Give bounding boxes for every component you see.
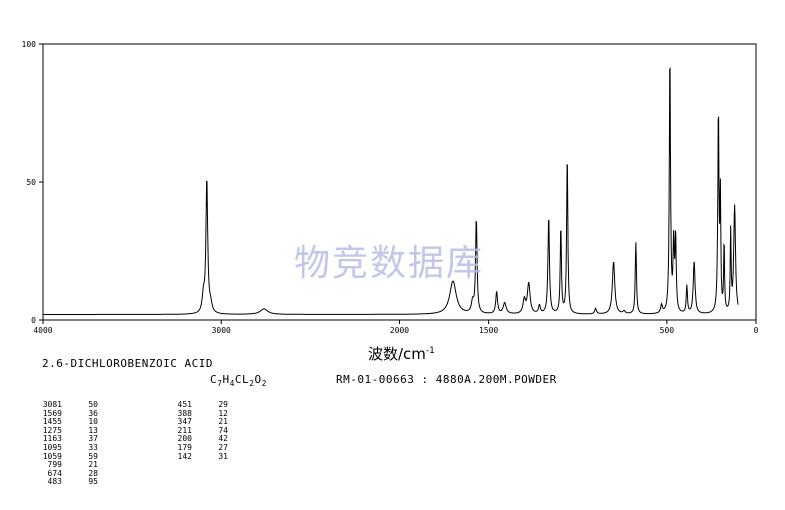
peak-table-row: 1163 37 <box>28 435 98 444</box>
peak-intensity: 13 <box>88 425 98 435</box>
x-tick-label: 500 <box>660 326 675 335</box>
peak-wavenumber: 179 <box>177 442 192 452</box>
peak-intensity: 12 <box>218 408 228 418</box>
molecular-formula: C7H4CL2O2 <box>210 373 267 388</box>
peak-intensity: 10 <box>88 417 98 427</box>
formula-element: CL <box>234 373 250 386</box>
peak-table-row: 1569 36 <box>28 408 98 419</box>
formula-element: C <box>210 373 218 386</box>
formula-subscript: 7 <box>217 379 223 389</box>
peak-table-row: 179 27 <box>158 442 228 453</box>
peak-wavenumber: 388 <box>177 408 192 418</box>
peak-table-row: 1095 33 <box>28 442 98 453</box>
spectrum-info: RM-01-00663 : 4880A.200M.POWDER <box>336 373 557 386</box>
x-tick-label: 4000 <box>33 326 52 335</box>
peak-intensity: 21 <box>88 460 98 470</box>
peak-wavenumber: 451 <box>177 400 192 409</box>
peak-table-row: 388 12 <box>158 408 228 419</box>
peak-table-col2: 451 29 388 12 347 21 211 74 200 42 179 27 142 31 <box>158 400 228 462</box>
peak-table-row: 799 21 <box>28 461 98 470</box>
peak-wavenumber: 1095 <box>42 442 62 452</box>
peak-intensity: 59 <box>88 451 98 461</box>
peak-intensity: 28 <box>88 468 98 478</box>
y-tick-label: 100 <box>22 40 37 49</box>
peak-intensity: 42 <box>218 434 228 444</box>
peak-intensity: 27 <box>218 442 228 452</box>
peak-wavenumber: 142 <box>177 451 192 461</box>
peak-wavenumber: 674 <box>47 468 62 478</box>
y-tick-label: 50 <box>26 178 36 187</box>
peak-intensity: 21 <box>218 417 228 427</box>
peak-table-row: 200 42 <box>158 435 228 444</box>
peak-wavenumber: 799 <box>47 460 62 470</box>
formula-element: O <box>254 373 262 386</box>
compound-name: 2.6-DICHLOROBENZOIC ACID <box>42 357 213 370</box>
peak-wavenumber: 1059 <box>42 451 62 461</box>
peak-table-row: 1059 59 <box>28 451 98 462</box>
peak-table-row: 211 74 <box>158 425 228 436</box>
peak-intensity: 37 <box>88 434 98 444</box>
formula-subscript: 4 <box>229 379 235 389</box>
peak-wavenumber: 1163 <box>42 434 62 444</box>
peak-table-row: 1455 10 <box>28 418 98 427</box>
x-tick-label: 3000 <box>212 326 231 335</box>
formula-element: H <box>222 373 230 386</box>
peak-wavenumber: 3081 <box>42 400 62 409</box>
y-tick-label: 0 <box>31 316 36 325</box>
peak-wavenumber: 1275 <box>42 425 62 435</box>
peak-intensity: 95 <box>88 477 98 487</box>
peak-table-row: 3081 50 <box>28 400 98 410</box>
peak-intensity: 50 <box>88 400 98 409</box>
peak-wavenumber: 200 <box>177 434 192 444</box>
peak-table-row: 347 21 <box>158 418 228 427</box>
watermark-text: 物竞数据库 <box>294 243 485 284</box>
spectrum-series-line <box>43 66 739 315</box>
peak-wavenumber: 483 <box>47 477 62 487</box>
x-axis-label: 波数/cm-1 <box>368 345 435 363</box>
peak-intensity: 31 <box>218 451 228 461</box>
peak-table-row: 1275 13 <box>28 425 98 436</box>
formula-subscript: 2 <box>261 379 267 389</box>
x-tick-label: 1500 <box>479 326 498 335</box>
peak-table-row: 451 29 <box>158 400 228 410</box>
formula-subscript: 2 <box>249 379 255 389</box>
peak-wavenumber: 347 <box>177 417 192 427</box>
peak-intensity: 36 <box>88 408 98 418</box>
peak-wavenumber: 1455 <box>42 417 62 427</box>
peak-table-col1: 3081 50 1569 36 1455 10 1275 13 1163 37 1095 33 1059… <box>28 400 98 487</box>
peak-wavenumber: 211 <box>177 425 192 435</box>
x-tick-label: 0 <box>754 326 759 335</box>
peak-intensity: 74 <box>218 425 228 435</box>
peak-table-row: 142 31 <box>158 451 228 462</box>
peak-wavenumber: 1569 <box>42 408 62 418</box>
axis-ticks: 4000 3000 2000 1500 500 0 0 50 100 <box>22 40 759 335</box>
peak-intensity: 29 <box>218 400 228 409</box>
peak-table-row: 674 28 <box>28 468 98 479</box>
peak-intensity: 33 <box>88 442 98 452</box>
peak-table-row: 483 95 <box>28 478 98 487</box>
x-tick-label: 2000 <box>390 326 409 335</box>
